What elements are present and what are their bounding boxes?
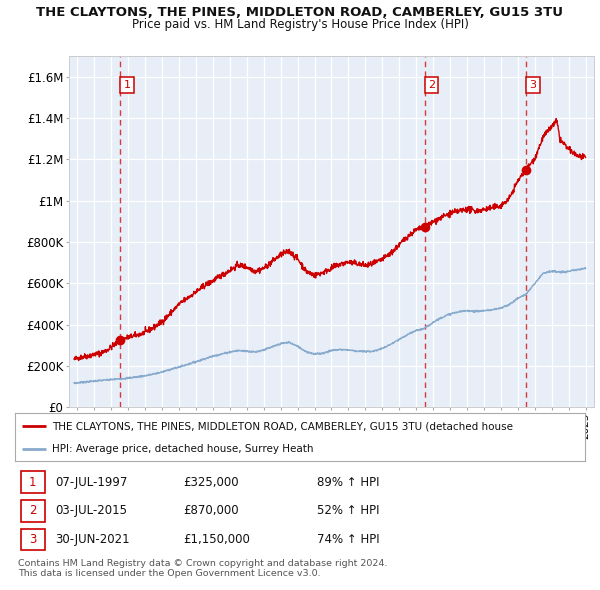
Text: 52% ↑ HPI: 52% ↑ HPI xyxy=(317,504,380,517)
Text: 89% ↑ HPI: 89% ↑ HPI xyxy=(317,476,380,489)
Text: THE CLAYTONS, THE PINES, MIDDLETON ROAD, CAMBERLEY, GU15 3TU (detached house: THE CLAYTONS, THE PINES, MIDDLETON ROAD,… xyxy=(52,421,513,431)
Text: 1: 1 xyxy=(29,476,37,489)
Text: 2: 2 xyxy=(29,504,37,517)
Text: 30-JUN-2021: 30-JUN-2021 xyxy=(55,533,130,546)
FancyBboxPatch shape xyxy=(20,471,44,493)
Text: £1,150,000: £1,150,000 xyxy=(183,533,250,546)
FancyBboxPatch shape xyxy=(20,500,44,522)
Text: 03-JUL-2015: 03-JUL-2015 xyxy=(55,504,127,517)
Text: 07-JUL-1997: 07-JUL-1997 xyxy=(55,476,127,489)
Text: 3: 3 xyxy=(29,533,37,546)
Text: Contains HM Land Registry data © Crown copyright and database right 2024.: Contains HM Land Registry data © Crown c… xyxy=(18,559,388,568)
FancyBboxPatch shape xyxy=(20,529,44,550)
Text: 1: 1 xyxy=(124,80,131,90)
Text: 74% ↑ HPI: 74% ↑ HPI xyxy=(317,533,380,546)
Text: HPI: Average price, detached house, Surrey Heath: HPI: Average price, detached house, Surr… xyxy=(52,444,314,454)
Text: 2: 2 xyxy=(428,80,435,90)
Text: £325,000: £325,000 xyxy=(183,476,239,489)
Text: £870,000: £870,000 xyxy=(183,504,239,517)
Text: 3: 3 xyxy=(529,80,536,90)
Text: Price paid vs. HM Land Registry's House Price Index (HPI): Price paid vs. HM Land Registry's House … xyxy=(131,18,469,31)
Text: This data is licensed under the Open Government Licence v3.0.: This data is licensed under the Open Gov… xyxy=(18,569,320,578)
Text: THE CLAYTONS, THE PINES, MIDDLETON ROAD, CAMBERLEY, GU15 3TU: THE CLAYTONS, THE PINES, MIDDLETON ROAD,… xyxy=(37,6,563,19)
